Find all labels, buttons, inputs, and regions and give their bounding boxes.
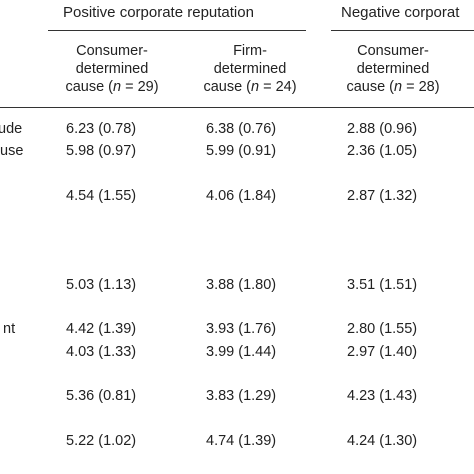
rule-column-headers [0, 107, 474, 108]
cell: 3.93 (1.76) [206, 321, 277, 337]
column-header-1: Consumer- determined cause (n = 29) [65, 43, 159, 95]
cell: 4.06 (1.84) [206, 188, 277, 204]
cell: 3.88 (1.80) [206, 277, 277, 293]
cell: 2.80 (1.55) [347, 321, 418, 337]
cell: 2.36 (1.05) [347, 143, 418, 159]
cell: 4.23 (1.43) [347, 388, 418, 404]
cell: 2.87 (1.32) [347, 188, 418, 204]
cell: 6.38 (0.76) [206, 121, 277, 137]
cell: 5.99 (0.91) [206, 143, 277, 159]
row-label-1: ude [0, 121, 23, 137]
column-header-2: Firm- determined cause (n = 24) [203, 43, 297, 95]
cell: 2.88 (0.96) [347, 121, 418, 137]
cell: 4.54 (1.55) [66, 188, 137, 204]
cell: 3.99 (1.44) [206, 344, 277, 360]
cell: 5.03 (1.13) [66, 277, 137, 293]
row-label-3: nt [3, 321, 16, 337]
rule-positive [48, 30, 306, 31]
group-header-positive: Positive corporate reputation [63, 4, 254, 21]
cell: 6.23 (0.78) [66, 121, 137, 137]
cell: 4.24 (1.30) [347, 433, 418, 449]
column-header-3: Consumer- determined cause (n = 28) [346, 43, 440, 95]
cell: 3.51 (1.51) [347, 277, 418, 293]
group-header-negative: Negative corporat [341, 4, 460, 21]
cell: 3.83 (1.29) [206, 388, 277, 404]
cell: 5.22 (1.02) [66, 433, 137, 449]
cell: 5.98 (0.97) [66, 143, 137, 159]
cell: 4.74 (1.39) [206, 433, 277, 449]
rule-negative [331, 30, 474, 31]
cell: 2.97 (1.40) [347, 344, 418, 360]
cell: 4.42 (1.39) [66, 321, 137, 337]
cell: 5.36 (0.81) [66, 388, 137, 404]
cell: 4.03 (1.33) [66, 344, 137, 360]
row-label-2: use [0, 143, 24, 159]
